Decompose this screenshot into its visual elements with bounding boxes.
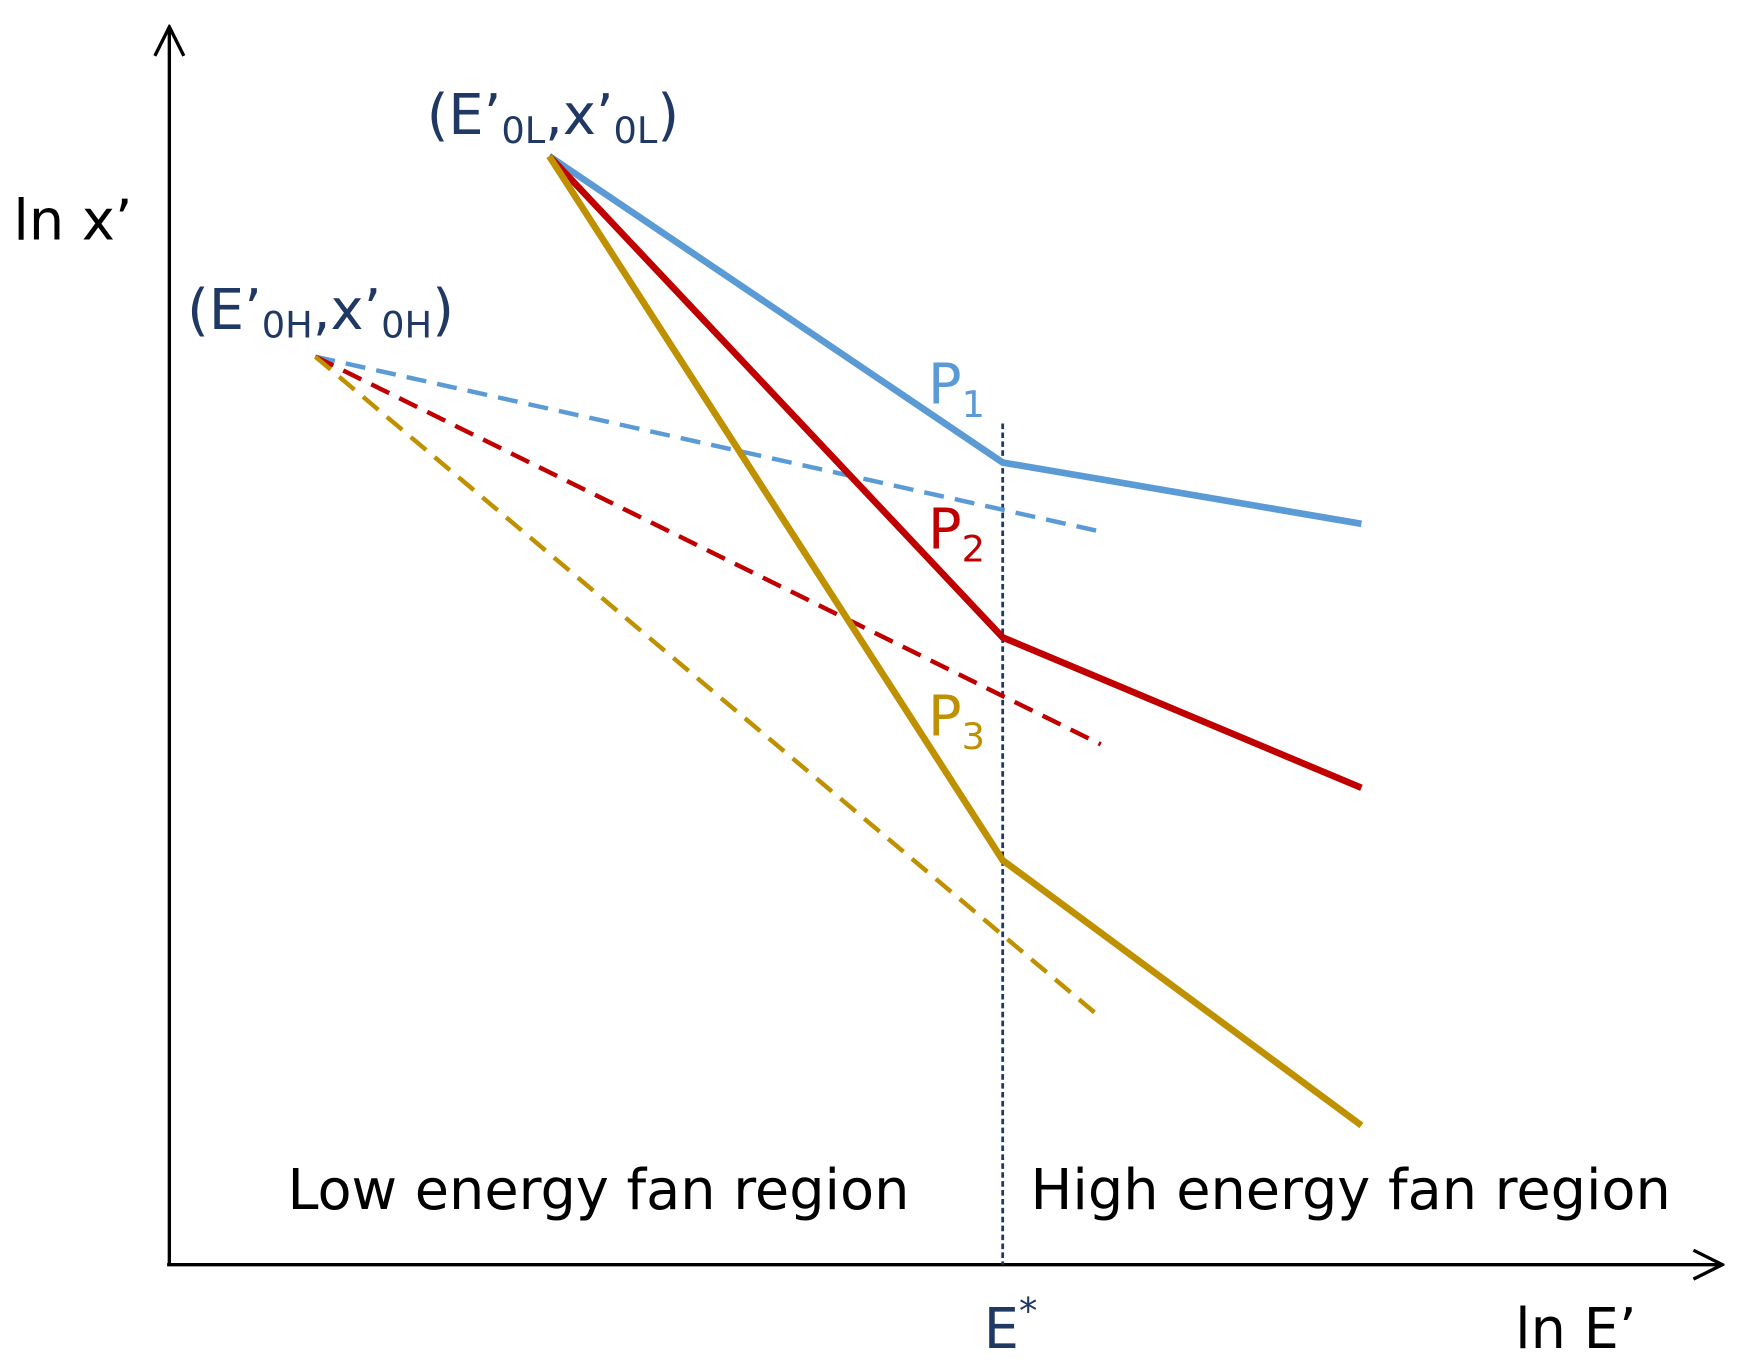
x-axis-label: ln E’ [1515, 1297, 1636, 1362]
label-part: ,x’ [313, 278, 381, 343]
label-part: P [928, 684, 962, 749]
label-subscript: 3 [962, 715, 985, 758]
label-subscript: 1 [962, 383, 985, 426]
label-subscript: 0L [614, 109, 658, 152]
threshold-label: E* [984, 1290, 1038, 1363]
label-subscript: 0H [381, 304, 432, 347]
fan-line [313, 354, 1105, 1022]
label-part: E [984, 1297, 1019, 1362]
label-subscript: 2 [962, 528, 985, 571]
region-label: High energy fan region [1031, 1158, 1671, 1223]
label-part: ) [432, 278, 454, 343]
label-part: (E’ [427, 83, 502, 148]
region-label: Low energy fan region [287, 1158, 909, 1223]
label-part: ,x’ [545, 83, 613, 148]
path-label: P1 [928, 352, 985, 425]
label-superscript: * [1019, 1290, 1037, 1333]
point-label: (E’0H,x’0H) [187, 278, 454, 347]
label-part: P [928, 497, 962, 562]
path-line [546, 153, 1363, 791]
label-subscript: 0H [262, 304, 313, 347]
label-part: P [928, 352, 962, 417]
path-line [546, 154, 1364, 1129]
path-line [547, 153, 1362, 528]
fan-line [314, 354, 1102, 747]
label-part: ) [657, 83, 679, 148]
fan-line [314, 354, 1102, 534]
path-label: P3 [928, 684, 985, 757]
y-axis-label: ln x’ [13, 189, 132, 254]
path-label: P2 [928, 497, 985, 570]
label-subscript: 0L [501, 109, 545, 152]
point-label: (E’0L,x’0L) [427, 83, 679, 152]
label-part: (E’ [187, 278, 262, 343]
